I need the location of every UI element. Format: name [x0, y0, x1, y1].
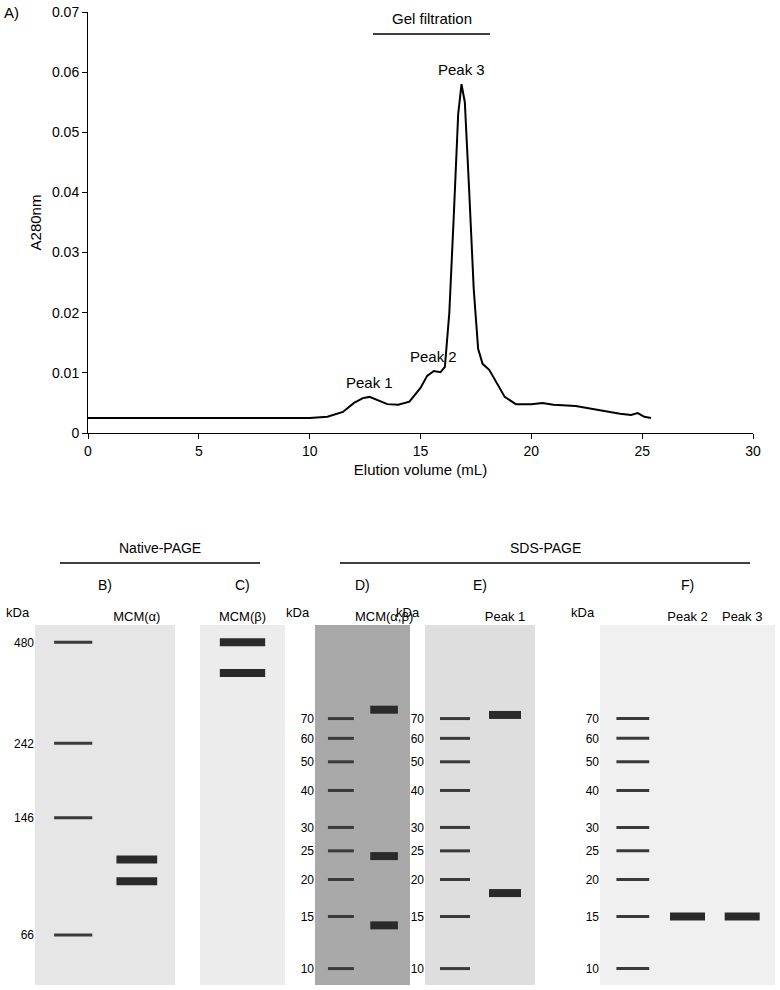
svg-text:15: 15 — [301, 910, 315, 924]
svg-text:242: 242 — [14, 737, 34, 751]
svg-text:20: 20 — [586, 873, 600, 887]
svg-text:70: 70 — [411, 712, 425, 726]
svg-text:Peak 3: Peak 3 — [438, 61, 485, 78]
svg-text:Elution volume (mL): Elution volume (mL) — [354, 461, 487, 478]
svg-text:0.05: 0.05 — [52, 124, 79, 140]
svg-text:kDa: kDa — [396, 605, 420, 620]
svg-text:Peak 1: Peak 1 — [485, 609, 525, 624]
svg-text:70: 70 — [586, 712, 600, 726]
svg-text:A280nm: A280nm — [27, 195, 44, 251]
svg-text:0.02: 0.02 — [52, 305, 79, 321]
svg-text:40: 40 — [411, 784, 425, 798]
svg-text:B): B) — [98, 577, 112, 593]
svg-text:20: 20 — [411, 873, 425, 887]
svg-text:10: 10 — [301, 962, 315, 976]
svg-text:C): C) — [235, 577, 250, 593]
svg-text:0.01: 0.01 — [52, 365, 79, 381]
svg-text:40: 40 — [586, 784, 600, 798]
svg-text:50: 50 — [301, 755, 315, 769]
svg-text:25: 25 — [301, 844, 315, 858]
svg-text:D): D) — [355, 577, 370, 593]
svg-text:60: 60 — [301, 732, 315, 746]
svg-text:kDa: kDa — [6, 605, 30, 620]
svg-text:A): A) — [4, 4, 19, 21]
svg-text:SDS-PAGE: SDS-PAGE — [510, 540, 581, 556]
svg-text:kDa: kDa — [286, 605, 310, 620]
svg-text:0: 0 — [84, 443, 92, 459]
svg-text:30: 30 — [301, 821, 315, 835]
svg-text:10: 10 — [411, 962, 425, 976]
svg-text:25: 25 — [586, 844, 600, 858]
svg-text:0: 0 — [71, 425, 79, 441]
svg-text:5: 5 — [195, 443, 203, 459]
svg-text:Gel filtration: Gel filtration — [392, 10, 472, 27]
svg-text:70: 70 — [301, 712, 315, 726]
svg-text:0.07: 0.07 — [52, 4, 79, 20]
svg-text:MCM(β): MCM(β) — [219, 609, 266, 624]
svg-text:50: 50 — [411, 755, 425, 769]
svg-text:Native-PAGE: Native-PAGE — [119, 540, 201, 556]
svg-text:10: 10 — [586, 962, 600, 976]
svg-text:60: 60 — [411, 732, 425, 746]
svg-text:30: 30 — [586, 821, 600, 835]
svg-text:66: 66 — [21, 928, 35, 942]
svg-text:25: 25 — [634, 443, 650, 459]
svg-text:50: 50 — [586, 755, 600, 769]
svg-text:15: 15 — [586, 910, 600, 924]
svg-text:146: 146 — [14, 811, 34, 825]
svg-text:Peak 2: Peak 2 — [410, 348, 457, 365]
svg-text:kDa: kDa — [571, 605, 595, 620]
svg-text:0.04: 0.04 — [52, 184, 79, 200]
svg-text:MCM(α,β): MCM(α,β) — [355, 609, 413, 624]
svg-text:MCM(α): MCM(α) — [113, 609, 160, 624]
svg-text:60: 60 — [586, 732, 600, 746]
svg-text:Peak 3: Peak 3 — [722, 609, 762, 624]
svg-text:0.03: 0.03 — [52, 244, 79, 260]
svg-text:30: 30 — [411, 821, 425, 835]
svg-text:Peak 2: Peak 2 — [667, 609, 707, 624]
svg-text:25: 25 — [411, 844, 425, 858]
svg-text:E): E) — [473, 577, 487, 593]
svg-text:15: 15 — [411, 910, 425, 924]
svg-text:15: 15 — [413, 443, 429, 459]
svg-text:F): F) — [681, 577, 694, 593]
svg-text:20: 20 — [524, 443, 540, 459]
svg-text:480: 480 — [14, 636, 34, 650]
svg-text:30: 30 — [745, 443, 761, 459]
svg-text:20: 20 — [301, 873, 315, 887]
svg-text:0.06: 0.06 — [52, 64, 79, 80]
svg-text:10: 10 — [302, 443, 318, 459]
svg-text:Peak 1: Peak 1 — [346, 374, 393, 391]
svg-text:40: 40 — [301, 784, 315, 798]
